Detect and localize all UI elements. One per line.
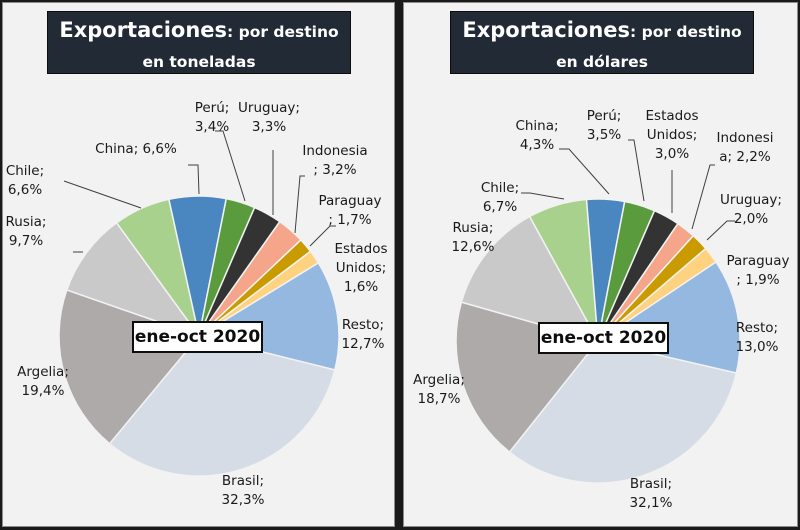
data-label-estados-unidos: Estados Unidos; 1,6% bbox=[335, 241, 388, 295]
pie-chart-toneladas: Brasil; 32,3% Argelia; 19,4% Rusia; 9,7% Chile… bbox=[6, 100, 388, 508]
data-label-line: China; 6,6% bbox=[95, 141, 177, 157]
data-label-paraguay: Paraguay ; 1,9% bbox=[726, 253, 789, 288]
chart-title-main: Exportaciones bbox=[59, 18, 228, 42]
data-label-line: 3,3% bbox=[252, 119, 286, 135]
leader-line-chile bbox=[63, 180, 142, 209]
data-label-paraguay: Paraguay ; 1,7% bbox=[318, 193, 381, 228]
data-label-line: 32,3% bbox=[222, 492, 265, 508]
data-label-uruguay: Uruguay; 2,0% bbox=[720, 192, 782, 227]
chart-title-sub: : por destino en dólares bbox=[556, 23, 742, 71]
chart-panel-dolares: Exportaciones: por destino en dólares Br… bbox=[403, 2, 798, 527]
leader-line-chile bbox=[521, 192, 565, 200]
pie-slice-brasil bbox=[508, 340, 738, 484]
data-label-line: Resto; bbox=[342, 317, 384, 333]
data-label-peru: Perú; 3,5% bbox=[587, 108, 622, 143]
data-label-line: Indonesi bbox=[716, 130, 773, 146]
data-label-line: Rusia; bbox=[6, 214, 47, 230]
data-label-estados-unidos: Estados Unidos; 3,0% bbox=[646, 108, 699, 162]
data-label-line: Unidos; bbox=[647, 127, 698, 143]
data-label-line: Uruguay; bbox=[720, 192, 782, 208]
data-label-line: 4,3% bbox=[520, 137, 554, 153]
data-label-brasil: Brasil; 32,3% bbox=[222, 473, 265, 508]
data-label-line: ; 3,2% bbox=[313, 162, 356, 178]
data-label-line: Paraguay bbox=[726, 253, 789, 269]
data-label-china: China; 4,3% bbox=[515, 118, 558, 153]
leader-line-china bbox=[559, 148, 610, 195]
data-label-line: 9,7% bbox=[9, 233, 43, 249]
period-label: ene-oct 2020 bbox=[538, 322, 669, 354]
data-label-line: 2,0% bbox=[734, 211, 768, 227]
pie-slice-brasil bbox=[108, 335, 336, 477]
data-label-line: 12,6% bbox=[452, 239, 495, 255]
chart-title-sub: : por destino en toneladas bbox=[142, 23, 339, 71]
period-label: ene-oct 2020 bbox=[132, 321, 263, 353]
data-label-line: Indonesia bbox=[302, 143, 367, 159]
data-label-indonesia: Indonesi a; 2,2% bbox=[716, 130, 773, 165]
data-label-line: 3,0% bbox=[655, 146, 689, 162]
chart-panel-toneladas: Exportaciones: por destino en toneladas … bbox=[2, 2, 395, 527]
data-label-line: China; bbox=[515, 118, 558, 134]
data-label-line: Perú; bbox=[587, 108, 622, 124]
data-label-resto: Resto; 12,7% bbox=[342, 317, 385, 352]
data-label-line: Chile; bbox=[6, 163, 44, 179]
data-label-line: 13,0% bbox=[736, 339, 779, 355]
data-label-line: Rusia; bbox=[453, 220, 494, 236]
pie-slice-rusia bbox=[460, 215, 600, 343]
data-label-line: Unidos; bbox=[336, 260, 387, 276]
chart-title: Exportaciones: por destino en dólares bbox=[450, 11, 754, 74]
data-label-line: 3,5% bbox=[587, 127, 621, 143]
data-label-line: Chile; bbox=[481, 180, 519, 196]
data-label-line: ; 1,9% bbox=[736, 272, 779, 288]
data-label-argelia: Argelia; 19,4% bbox=[17, 364, 69, 399]
data-label-line: a; 2,2% bbox=[719, 149, 771, 165]
data-label-line: Resto; bbox=[736, 320, 778, 336]
data-label-line: 12,7% bbox=[342, 336, 385, 352]
data-label-line: Estados bbox=[646, 108, 699, 124]
data-label-rusia: Rusia; 9,7% bbox=[6, 214, 47, 249]
data-label-line: ; 1,7% bbox=[328, 212, 371, 228]
data-label-line: 1,6% bbox=[344, 279, 378, 295]
data-label-peru: Perú; 3,4% bbox=[195, 100, 230, 135]
data-label-chile: Chile; 6,6% bbox=[6, 163, 44, 198]
data-label-resto: Resto; 13,0% bbox=[736, 320, 779, 355]
pie-slice-rusia bbox=[65, 221, 202, 338]
leader-line-peru bbox=[628, 139, 645, 202]
leader-line-uruguay bbox=[706, 220, 735, 241]
data-label-line: Paraguay bbox=[318, 193, 381, 209]
data-label-line: 6,6% bbox=[8, 182, 42, 198]
data-label-line: 32,1% bbox=[630, 495, 673, 511]
leader-line-indonesia bbox=[294, 175, 305, 234]
data-label-indonesia: Indonesia ; 3,2% bbox=[302, 143, 367, 178]
data-label-line: 3,4% bbox=[195, 119, 229, 135]
data-label-line: Argelia; bbox=[17, 364, 69, 380]
leader-line-paraguay bbox=[309, 225, 336, 247]
data-label-brasil: Brasil; 32,1% bbox=[630, 476, 673, 511]
chart-title-main: Exportaciones bbox=[462, 18, 631, 42]
data-label-line: Brasil; bbox=[222, 473, 264, 489]
data-label-uruguay: Uruguay; 3,3% bbox=[238, 100, 300, 135]
leader-line-peru bbox=[215, 130, 246, 202]
leader-line-indonesia bbox=[691, 164, 715, 230]
chart-title: Exportaciones: por destino en toneladas bbox=[47, 11, 351, 74]
leader-line-china bbox=[188, 164, 200, 195]
data-label-line: 18,7% bbox=[418, 391, 461, 407]
data-label-chile: Chile; 6,7% bbox=[481, 180, 519, 215]
data-label-china: China; 6,6% bbox=[95, 141, 177, 157]
data-label-argelia: Argelia; 18,7% bbox=[413, 372, 465, 407]
data-label-rusia: Rusia; 12,6% bbox=[452, 220, 495, 255]
data-label-line: 19,4% bbox=[22, 383, 65, 399]
pie-chart-dolares: Brasil; 32,1% Argelia; 18,7% Rusia; 12,6% Chil… bbox=[413, 108, 789, 511]
data-label-line: Estados bbox=[335, 241, 388, 257]
data-label-line: Brasil; bbox=[630, 476, 672, 492]
data-label-line: 6,7% bbox=[483, 199, 517, 215]
data-label-line: Perú; bbox=[195, 100, 230, 116]
data-label-line: Argelia; bbox=[413, 372, 465, 388]
data-label-line: Uruguay; bbox=[238, 100, 300, 116]
